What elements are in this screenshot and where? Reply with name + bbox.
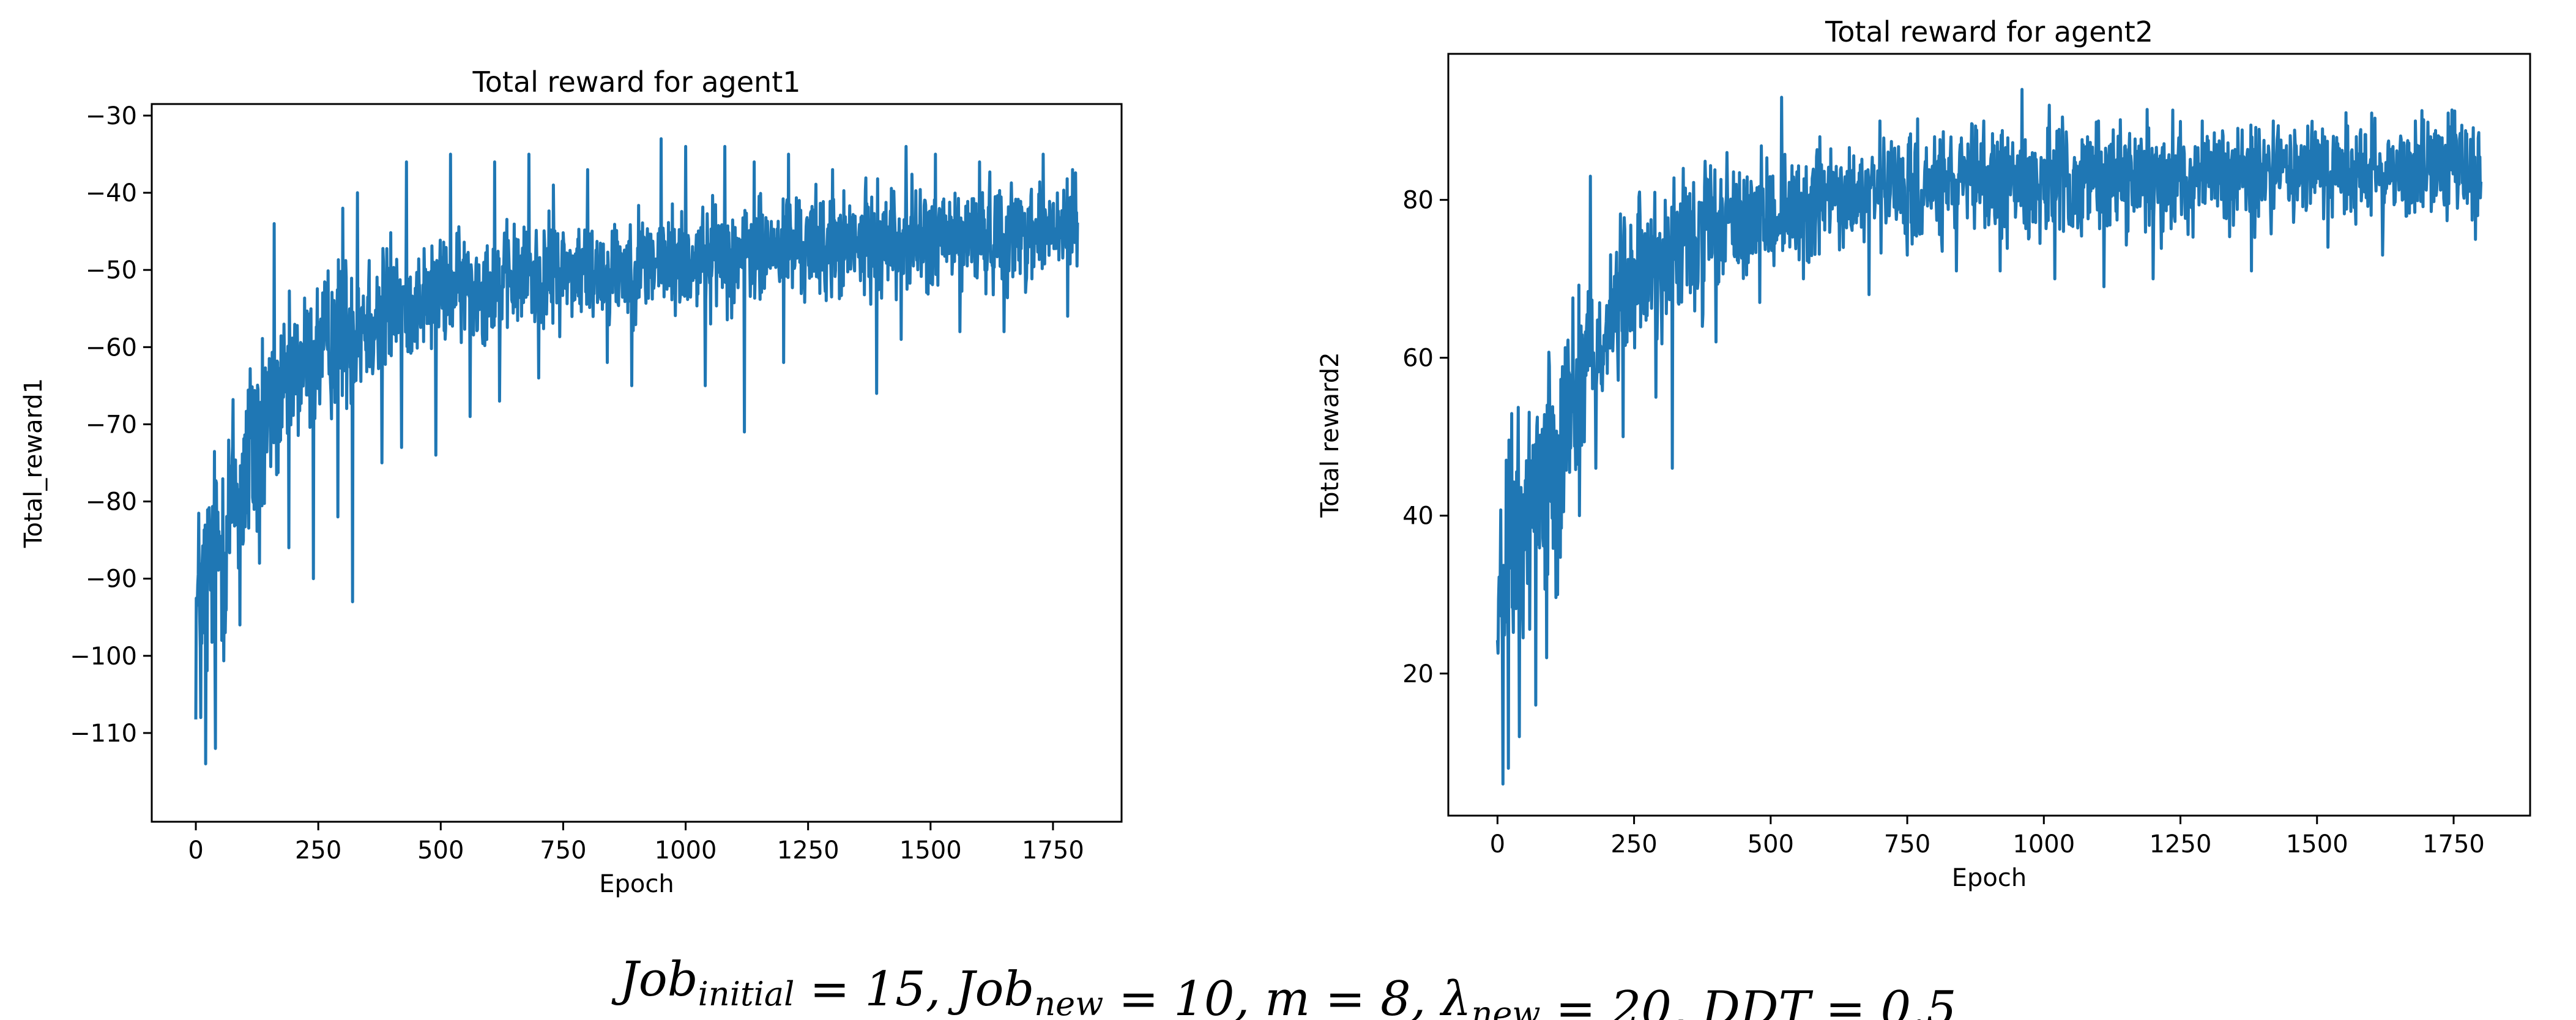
chart-title: Total reward for agent2: [1825, 15, 2153, 48]
y-tick-label: −70: [86, 411, 137, 439]
x-tick-label: 0: [188, 836, 203, 865]
caption-text: Job: [611, 952, 698, 1007]
caption-subscript: new: [1472, 994, 1541, 1020]
y-tick-label: 20: [1402, 660, 1434, 688]
chart-agent1: 0 250 500 750 1000 1250 1500 1750 −110 −100 −90 −80…: [20, 65, 1123, 898]
x-tick-label: 1250: [2150, 830, 2212, 858]
y-tick-label: −40: [86, 179, 137, 207]
x-tick-label: 500: [1748, 830, 1794, 858]
x-tick-label: 1750: [2422, 830, 2485, 858]
series-line: [194, 137, 1079, 765]
x-tick-label: 1500: [2286, 830, 2348, 858]
y-tick-label: −80: [86, 488, 137, 516]
y-axis-label: Total_reward1: [20, 378, 48, 548]
x-tick-label: 750: [1884, 830, 1930, 858]
x-tick-label: 1500: [899, 836, 962, 865]
x-tick-label: 1000: [655, 836, 717, 865]
parameter-caption: Jobinitial = 15, Jobnew = 10, m = 8, λne…: [611, 952, 1956, 1020]
caption-text: = 10, m = 8, λ: [1103, 972, 1471, 1020]
y-axis-label: Total reward2: [1316, 352, 1344, 518]
caption-text: = 15, Job: [794, 962, 1034, 1017]
x-tick-label: 1000: [2012, 830, 2075, 858]
caption-subscript: initial: [698, 975, 795, 1013]
x-tick-label: 500: [417, 836, 464, 865]
caption-text: = 20, DDT = 0.5: [1541, 981, 1957, 1020]
x-tick-label: 250: [1610, 830, 1657, 858]
chart-agent2: 0 250 500 750 1000 1250 1500 1750 20 40 60 80 Total …: [1316, 15, 2531, 892]
plot-frame: [1447, 53, 2531, 817]
y-tick-label: −30: [86, 102, 137, 130]
x-tick-label: 750: [540, 836, 586, 865]
series-line: [1495, 87, 2483, 786]
x-axis-label: Epoch: [599, 870, 674, 898]
x-axis-label: Epoch: [1952, 864, 2027, 892]
y-tick-label: 60: [1402, 344, 1434, 373]
y-tick-label: 80: [1402, 187, 1434, 215]
y-tick-label: −50: [86, 256, 137, 285]
x-tick-label: 1250: [777, 836, 839, 865]
x-tick-label: 250: [295, 836, 341, 865]
y-tick-label: −100: [70, 642, 137, 671]
y-tick-label: −60: [86, 333, 137, 362]
y-tick-label: −90: [86, 565, 137, 594]
caption-subscript: new: [1034, 985, 1103, 1020]
y-tick-label: −110: [70, 720, 137, 748]
plot-frame: [151, 103, 1123, 823]
x-tick-label: 0: [1490, 830, 1505, 858]
y-tick-label: 40: [1402, 502, 1434, 530]
x-tick-label: 1750: [1022, 836, 1084, 865]
chart-title: Total reward for agent1: [472, 65, 800, 99]
